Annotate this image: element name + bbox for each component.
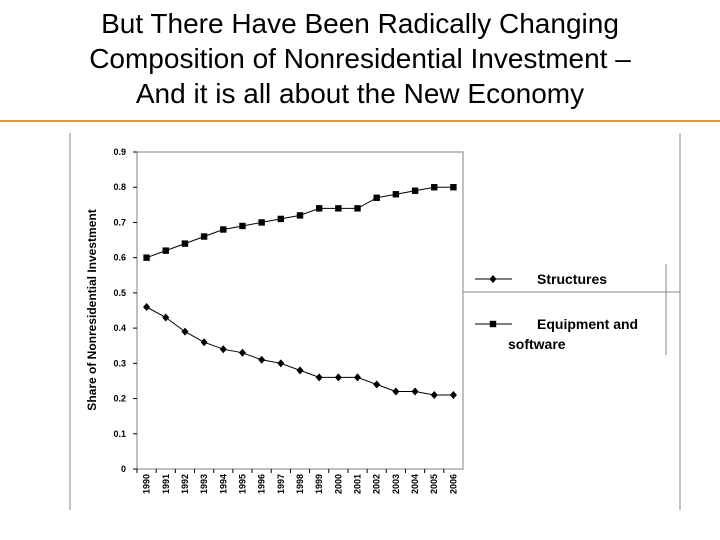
y-tick-label: 0.2 [113, 394, 126, 404]
data-point-series-1 [354, 373, 362, 382]
y-tick-label: 0.3 [113, 358, 126, 368]
slide-title-line-1: But There Have Been Radically Changing [101, 8, 619, 39]
legend-label-2: software [508, 336, 566, 352]
legend-label-2: Equipment and [537, 316, 638, 332]
data-point-series-1 [181, 327, 189, 336]
data-point-series-2 [143, 254, 150, 261]
y-tick-label: 0.5 [113, 288, 126, 298]
data-point-series-2 [450, 184, 457, 191]
x-tick-label: 1999 [314, 474, 324, 494]
data-point-series-2 [181, 240, 189, 247]
x-tick-label: 1997 [276, 474, 286, 494]
y-tick-label: 0 [121, 464, 126, 474]
x-tick-label: 1991 [161, 474, 171, 494]
plot-area [136, 151, 464, 470]
data-point-series-1 [200, 338, 208, 347]
data-point-series-1 [162, 313, 170, 322]
data-point-series-1 [277, 359, 285, 368]
data-point-series-2 [200, 233, 208, 240]
data-point-series-1 [449, 391, 457, 400]
data-point-series-1 [373, 380, 381, 389]
x-tick-label: 1995 [237, 474, 247, 494]
data-point-series-1 [334, 373, 342, 382]
data-point-series-1 [143, 302, 151, 311]
legend-marker-1 [489, 275, 497, 283]
data-point-series-2 [335, 205, 342, 212]
data-point-series-1 [296, 366, 304, 375]
x-tick-label: 2000 [333, 474, 343, 494]
y-tick-label: 0.7 [113, 217, 126, 227]
data-point-series-1 [258, 355, 266, 364]
x-tick-label: 1998 [295, 474, 305, 494]
legend-marker-2 [489, 320, 497, 328]
legend-label-1: Structures [537, 271, 607, 287]
y-tick-label: 0.1 [113, 429, 126, 439]
data-point-series-2 [431, 184, 438, 191]
data-point-series-1 [430, 391, 438, 400]
data-point-series-1 [315, 373, 323, 382]
y-tick-label: 0.9 [113, 147, 126, 157]
x-tick-label: 2003 [391, 474, 401, 494]
data-point-series-2 [315, 205, 323, 212]
data-point-series-2 [258, 219, 265, 226]
data-point-series-1 [411, 387, 419, 396]
data-point-series-1 [392, 387, 400, 396]
data-point-series-2 [373, 194, 380, 201]
x-tick-label: 2006 [448, 474, 458, 494]
series-line-2 [146, 186, 454, 259]
x-tick-label: 1992 [180, 474, 190, 494]
y-axis-title: Share of Nonresidential Investment [85, 209, 99, 410]
data-point-series-2 [239, 222, 246, 230]
data-point-series-2 [354, 205, 361, 212]
y-tick-label: 0.6 [113, 253, 126, 263]
data-point-series-2 [392, 191, 400, 198]
x-tick-label: 1996 [257, 474, 267, 494]
data-point-series-2 [220, 226, 227, 233]
data-point-series-2 [411, 187, 419, 194]
slide-title-line-2: Composition of Nonresidential Investment… [89, 43, 631, 74]
x-tick-label: 2005 [429, 474, 439, 494]
x-tick-label: 2002 [372, 474, 382, 494]
data-point-series-2 [277, 215, 285, 223]
x-tick-label: 2001 [353, 474, 363, 494]
x-tick-label: 1993 [199, 474, 209, 494]
data-point-series-2 [296, 212, 304, 219]
series-line-1 [146, 306, 454, 396]
x-tick-label: 1994 [218, 474, 228, 494]
data-point-series-2 [162, 247, 169, 254]
x-tick-label: 2004 [410, 474, 420, 494]
title-divider [0, 120, 720, 122]
y-tick-label: 0.4 [113, 323, 126, 333]
slide-title-line-3: And it is all about the New Economy [135, 78, 585, 109]
data-point-series-1 [238, 348, 246, 357]
slide-title: But There Have Been Radically Changing C… [0, 6, 720, 111]
y-tick-label: 0.8 [113, 182, 126, 192]
x-tick-label: 1990 [142, 474, 152, 494]
data-point-series-1 [219, 345, 227, 354]
